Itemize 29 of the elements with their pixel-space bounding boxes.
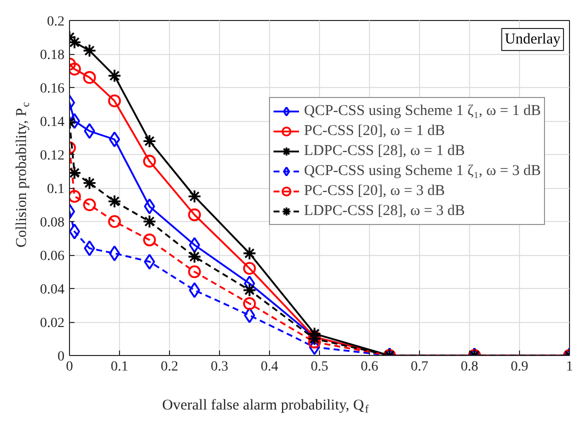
annotation: Underlay	[504, 32, 561, 48]
y-tick-label: 0.18	[40, 48, 64, 63]
legend-label: LDPC-CSS [28], ω = 1 dB	[304, 142, 465, 160]
x-tick-label: 0.9	[510, 360, 528, 374]
legend-label: PC-CSS [20], ω = 1 dB	[304, 122, 445, 140]
y-tick-label: 0	[58, 350, 64, 364]
x-tick-label: 0.1	[110, 360, 128, 374]
y-axis-title: Collision probability, Pc	[14, 102, 32, 248]
x-tick-label: 0.6	[360, 360, 378, 374]
x-tick-label: 0.7	[410, 360, 428, 374]
y-tick-label: 0.06	[40, 249, 64, 264]
y-tick-label: 0.04	[40, 282, 64, 298]
y-tick-label: 0.14	[40, 115, 64, 130]
x-tick-label: 0.8	[460, 360, 478, 374]
x-tick-label: 1	[566, 360, 573, 374]
y-tick-label: 0.1	[47, 182, 64, 197]
x-tick-label: 0.5	[310, 360, 328, 374]
x-tick-label: 0.4	[260, 360, 278, 374]
legend-label: LDPC-CSS [28], ω = 3 dB	[304, 202, 465, 220]
y-tick-label: 0.12	[40, 148, 64, 164]
y-tick-label: 0.16	[40, 82, 64, 96]
y-tick-label: 0.02	[40, 316, 64, 331]
x-tick-label: 0.2	[160, 360, 178, 374]
y-tick-label: 0.2	[47, 14, 64, 30]
x-tick-label: 0.3	[210, 360, 228, 374]
legend-label: QCP-CSS using Scheme 1 ζ₁, ω = 1 dB	[304, 102, 541, 120]
legend-label: PC-CSS [20], ω = 3 dB	[304, 182, 445, 200]
y-tick-label: 0.08	[40, 216, 64, 230]
legend-label: QCP-CSS using Scheme 1 ζ₁, ω = 3 dB	[304, 162, 541, 180]
